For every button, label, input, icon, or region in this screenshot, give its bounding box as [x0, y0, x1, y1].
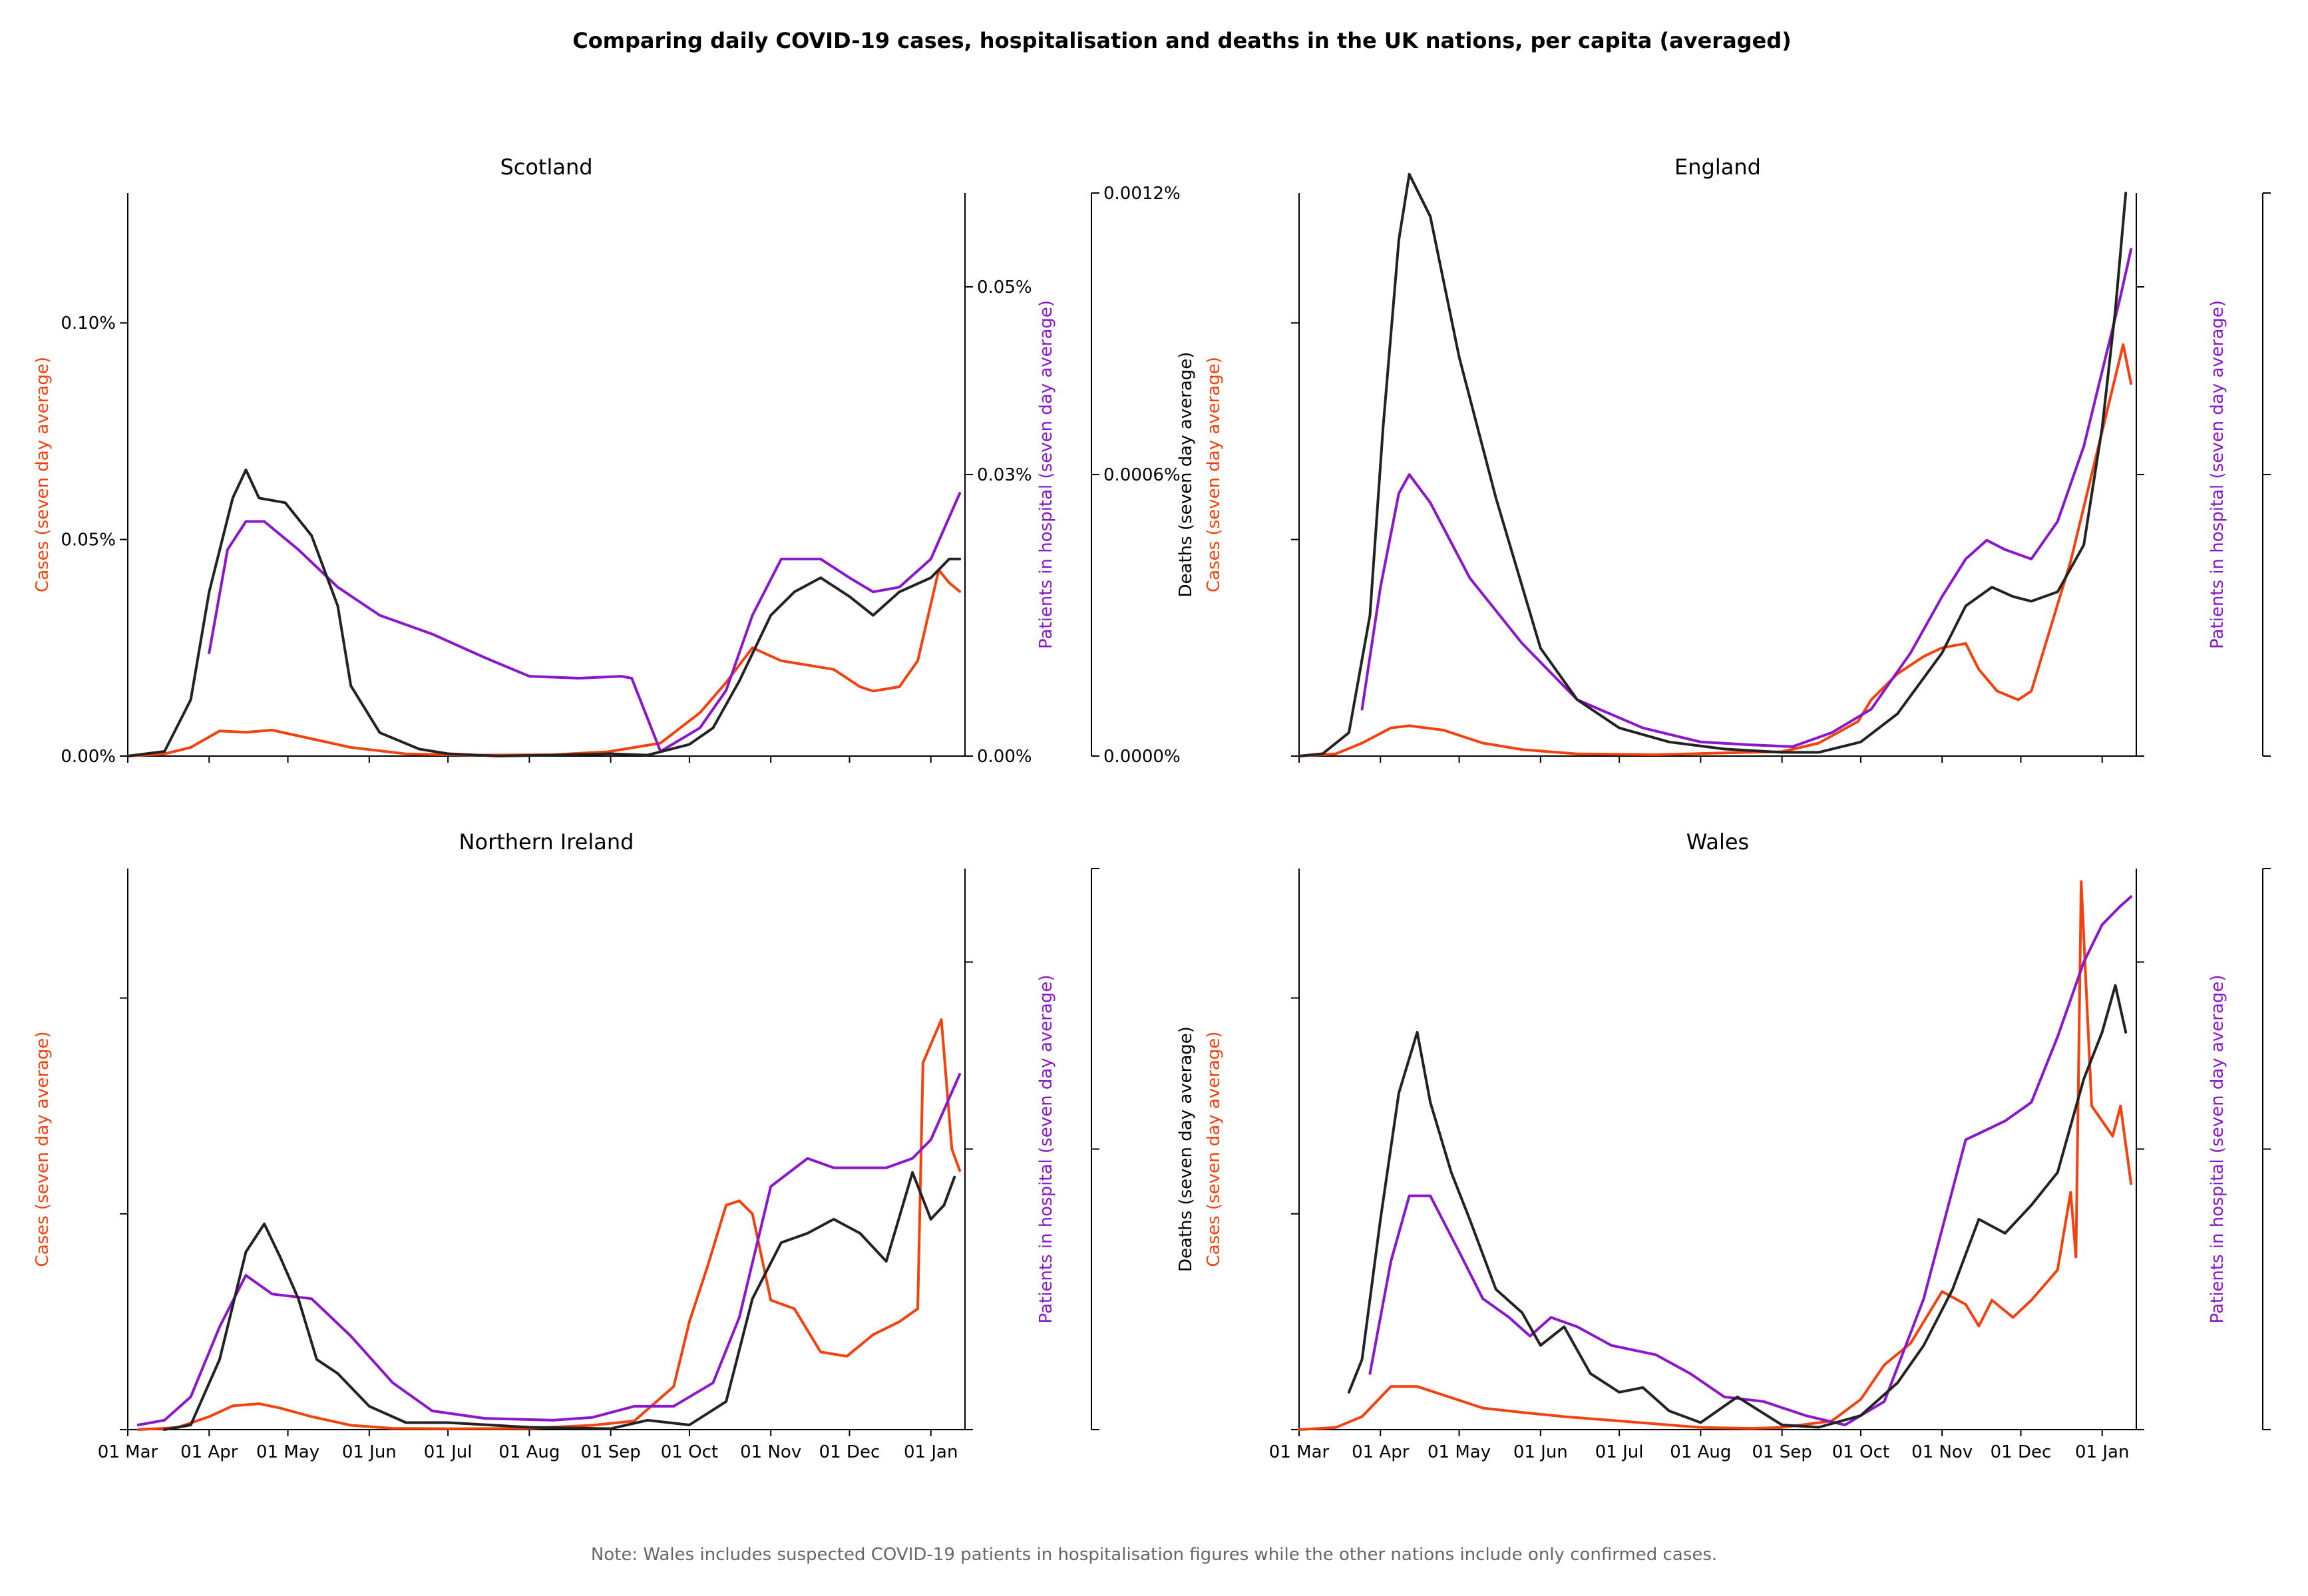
- x-tick-label: 01 Jan: [904, 1442, 958, 1462]
- x-tick-label: 01 Jan: [2075, 1442, 2129, 1462]
- x-tick-label: 01 Nov: [740, 1442, 801, 1462]
- figure-title: Comparing daily COVID-19 cases, hospital…: [572, 28, 1792, 53]
- hospital-y-tick-label: 0.03%: [977, 465, 1032, 485]
- cases-series-line: [126, 568, 962, 757]
- hospital-axis-label: Patients in hospital (seven day average): [1036, 974, 1056, 1323]
- x-tick-label: 01 Aug: [498, 1442, 560, 1462]
- panel-wales: Wales 01 Mar 01 Apr 01 May 01 Jun 01 Jul 01 Au…: [1204, 829, 2271, 1462]
- x-tick-label: 01 Nov: [1911, 1442, 1973, 1462]
- x-tick-label: 01 Jun: [342, 1442, 397, 1462]
- figure-note: Note: Wales includes suspected COVID-19 …: [591, 1545, 1717, 1565]
- x-tick-label: 01 May: [1428, 1442, 1491, 1462]
- x-tick-label: 01 Jul: [1595, 1442, 1644, 1462]
- cases-series-line: [136, 1018, 962, 1431]
- panel-scotland: Scotland 0.00% 0.05% 0.10% Cases (seven day …: [33, 154, 1196, 767]
- x-tick-label: 01 Mar: [1269, 1442, 1330, 1462]
- deaths-y-tick-label: 0.0012%: [1103, 184, 1181, 204]
- cases-axis-label: Cases (seven day average): [33, 1032, 53, 1267]
- x-tick-label: 01 Sep: [580, 1442, 640, 1462]
- panel-title-northern-ireland: Northern Ireland: [459, 829, 634, 855]
- x-tick-label: 01 Oct: [661, 1442, 718, 1462]
- hospital-series-line: [136, 1073, 962, 1426]
- panel-england: England Cases (seven day average) Patients…: [1204, 154, 2271, 763]
- deaths-y-tick-label: 0.0000%: [1103, 747, 1181, 767]
- deaths-y-tick-label: 0.0006%: [1103, 465, 1181, 485]
- cases-y-tick-label: 0.10%: [61, 313, 116, 333]
- hospital-axis-label: Patients in hospital (seven day average): [2208, 300, 2227, 649]
- x-tick-label: 01 May: [256, 1442, 319, 1462]
- hospital-axis-label: Patients in hospital (seven day average): [1036, 300, 1056, 649]
- hospital-y-tick-label: 0.05%: [977, 278, 1032, 298]
- hospital-series-line: [1360, 248, 2133, 748]
- cases-axis-label: Cases (seven day average): [1204, 1032, 1224, 1267]
- chart-panels: Scotland 0.00% 0.05% 0.10% Cases (seven day …: [33, 154, 2271, 1462]
- deaths-series-line: [126, 469, 962, 757]
- cases-series-line: [1298, 880, 2133, 1431]
- deaths-series-line: [1347, 984, 2128, 1429]
- hospital-y-tick-label: 0.00%: [977, 747, 1032, 767]
- panel-northern-ireland: Northern Ireland 01 Mar 01 Apr 01 May 01 Jun…: [33, 829, 1196, 1462]
- x-tick-label: 01 Mar: [98, 1442, 158, 1462]
- cases-y-tick-label: 0.05%: [61, 530, 116, 550]
- x-tick-label: 01 Dec: [1991, 1442, 2052, 1462]
- x-tick-label: 01 Apr: [180, 1442, 238, 1462]
- x-tick-label: 01 Jul: [424, 1442, 473, 1462]
- x-tick-label: 01 Jun: [1513, 1442, 1568, 1462]
- x-tick-label: 01 Apr: [1352, 1442, 1410, 1462]
- hospital-series-line: [1368, 895, 2133, 1426]
- deaths-series-line: [163, 1171, 956, 1431]
- hospital-axis-label: Patients in hospital (seven day average): [2208, 974, 2227, 1323]
- cases-axis-label: Cases (seven day average): [1204, 357, 1224, 592]
- cases-series-line: [1298, 343, 2133, 757]
- x-tick-label: 01 Sep: [1752, 1442, 1812, 1462]
- hospital-series-line: [208, 492, 962, 753]
- deaths-axis-label: Deaths (seven day average): [1176, 352, 1196, 598]
- x-tick-label: 01 Aug: [1670, 1442, 1731, 1462]
- panel-title-scotland: Scotland: [500, 154, 592, 180]
- deaths-axis-label: Deaths (seven day average): [1176, 1026, 1196, 1272]
- panel-title-wales: Wales: [1686, 829, 1749, 855]
- cases-y-tick-label: 0.00%: [61, 747, 116, 767]
- x-tick-label: 01 Oct: [1832, 1442, 1889, 1462]
- cases-axis-label: Cases (seven day average): [33, 357, 53, 592]
- x-tick-label: 01 Dec: [819, 1442, 880, 1462]
- deaths-series-line: [1298, 172, 2128, 757]
- panel-title-england: England: [1674, 154, 1761, 180]
